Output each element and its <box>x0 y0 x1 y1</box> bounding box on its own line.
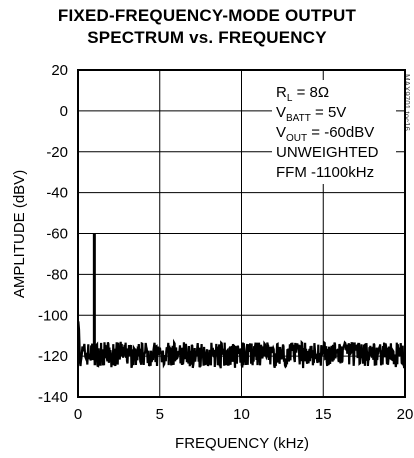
annotation-vbatt-value: = 5V <box>311 104 346 121</box>
tick-labels: 0 5 10 15 20 20 0 -20 -40 -60 -80 -100 -120 -140 <box>38 62 413 423</box>
chart-title-line-1: FIXED-FREQUENCY-MODE OUTPUT <box>57 6 357 25</box>
x-tick-label: 20 <box>397 406 414 423</box>
x-tick-label: 5 <box>156 406 164 423</box>
annotation-weighting: UNWEIGHTED <box>276 144 379 161</box>
chart-title-line-2: SPECTRUM vs. FREQUENCY <box>87 28 327 47</box>
annotation-rl-main: R <box>276 84 287 101</box>
y-tick-label: -100 <box>38 307 68 324</box>
x-tick-label: 15 <box>315 406 332 423</box>
annotation-background <box>272 80 396 184</box>
figure-tag: MAX9701 toc16 <box>402 74 411 131</box>
y-tick-label: -80 <box>46 266 68 283</box>
annotation-vbatt-sub: BATT <box>286 113 311 124</box>
annotation-vout-sub: OUT <box>286 133 307 144</box>
spectrum-trace <box>77 233 406 369</box>
y-tick-label: -20 <box>46 144 68 161</box>
y-axis-title: AMPLITUDE (dBV) <box>11 170 28 298</box>
y-tick-label: -40 <box>46 185 68 202</box>
annotation-vout-main: V <box>276 124 286 141</box>
annotation-rl-sub: L <box>287 93 293 104</box>
x-axis-title: FREQUENCY (kHz) <box>175 435 309 452</box>
plot-frame <box>77 69 406 398</box>
y-tick-label: -60 <box>46 226 68 243</box>
y-tick-label: 20 <box>51 62 68 79</box>
x-tick-label: 0 <box>74 406 82 423</box>
spectrum-trace-group <box>77 233 406 369</box>
annotation-vout: VOUT = -60dBV <box>276 124 374 144</box>
y-tick-label: -120 <box>38 348 68 365</box>
annotation-vbatt-main: V <box>276 104 286 121</box>
annotation-rl-value: = 8Ω <box>292 84 329 101</box>
x-tick-label: 10 <box>233 406 250 423</box>
annotation-rl: RL = 8Ω <box>276 84 329 104</box>
annotation-mode: FFM -1100kHz <box>276 164 374 181</box>
annotation-vout-value: = -60dBV <box>307 124 374 141</box>
y-tick-label: 0 <box>60 103 68 120</box>
y-tick-label: -140 <box>38 389 68 406</box>
annotation-vbatt: VBATT = 5V <box>276 104 346 124</box>
